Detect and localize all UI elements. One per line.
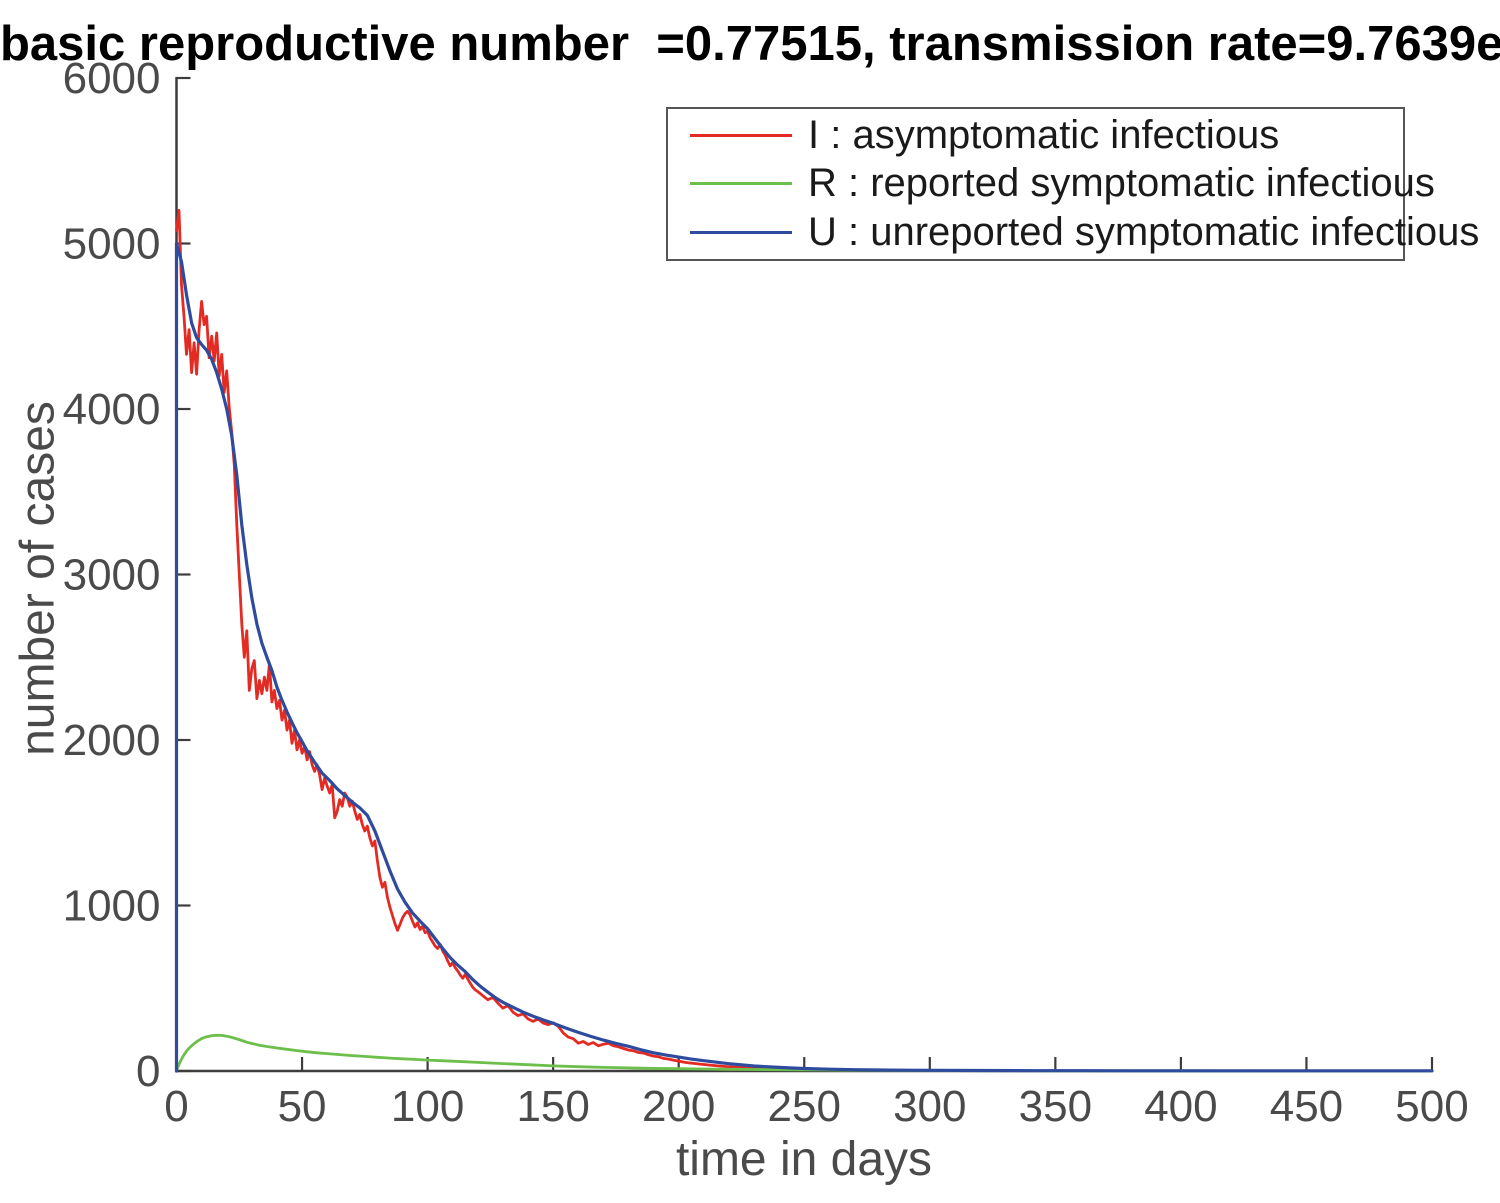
x-tick-label: 450	[1270, 1082, 1343, 1131]
y-tick-label: 0	[136, 1047, 160, 1096]
series-line-2	[174, 241, 1434, 1073]
x-tick-label: 400	[1144, 1082, 1217, 1131]
y-tick-label: 1000	[63, 882, 161, 931]
x-tick-label: 100	[391, 1082, 464, 1131]
y-tick-label: 6000	[63, 54, 161, 103]
x-tick-label: 50	[278, 1082, 327, 1131]
x-tick-label: 150	[516, 1082, 589, 1131]
x-tick-label: 0	[164, 1082, 188, 1131]
x-tick-label: 300	[893, 1082, 966, 1131]
legend-line-I	[690, 133, 792, 137]
x-axis-label: time in days	[675, 1133, 933, 1186]
y-tick-label: 2000	[63, 716, 161, 765]
legend-row: R : reported symptomatic infectious	[668, 160, 1435, 208]
x-tick-label: 500	[1395, 1082, 1468, 1131]
chart-title: basic reproductive number =0.77515, tran…	[0, 17, 1500, 71]
y-tick-label: 5000	[63, 220, 161, 269]
legend-line-R	[690, 182, 792, 186]
y-tick-label: 3000	[63, 551, 161, 600]
legend-row: U : unreported symptomatic infectious	[668, 209, 1479, 257]
legend: I : asymptomatic infectious R : reported…	[666, 107, 1479, 261]
legend-row: I : asymptomatic infectious	[668, 111, 1403, 159]
legend-label-R: R : reported symptomatic infectious	[808, 161, 1435, 206]
x-tick-label: 350	[1019, 1082, 1092, 1131]
y-tick-label: 4000	[63, 385, 161, 434]
legend-line-U	[690, 231, 792, 235]
legend-label-I: I : asymptomatic infectious	[808, 112, 1280, 157]
legend-label-U: U : unreported symptomatic infectious	[808, 210, 1480, 255]
x-tick-label: 250	[768, 1082, 841, 1131]
x-tick-label: 200	[642, 1082, 715, 1131]
series-line-0	[175, 208, 806, 1072]
